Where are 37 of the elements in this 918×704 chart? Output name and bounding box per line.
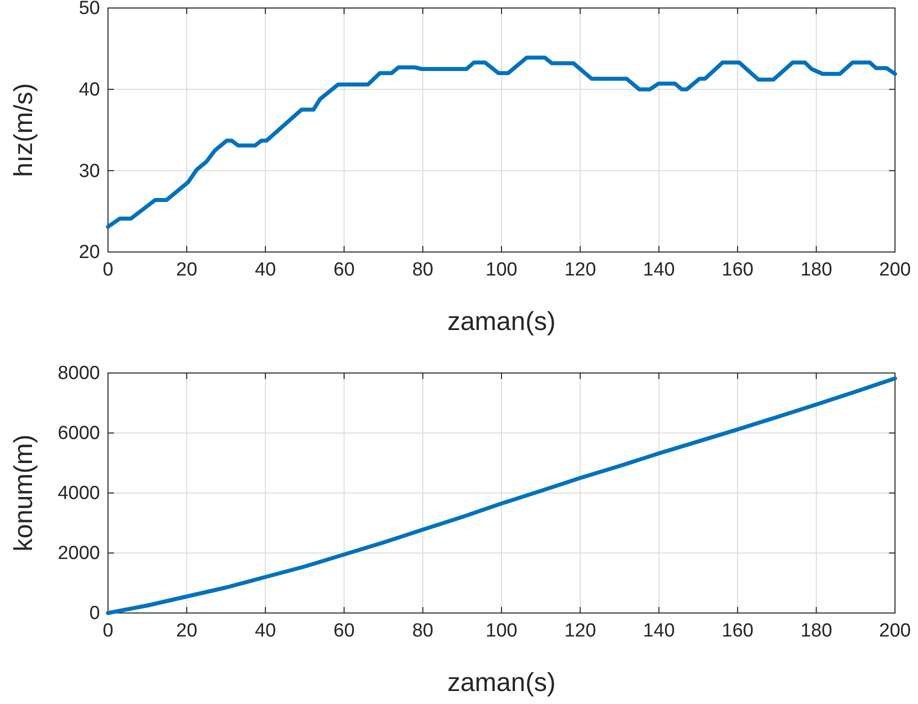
y-tick-label: 8000	[58, 363, 100, 384]
x-tick-label: 200	[879, 620, 911, 642]
x-tick-label: 160	[722, 259, 754, 280]
x-tick-label: 160	[722, 620, 754, 642]
x-tick-label: 120	[564, 259, 596, 280]
x-tick-label: 200	[879, 259, 911, 280]
x-tick-label: 20	[176, 620, 198, 642]
x-tick-label: 40	[254, 620, 276, 642]
y-tick-label: 40	[78, 79, 100, 100]
x-tick-label: 100	[486, 620, 518, 642]
x-axis-title: zaman(s)	[447, 667, 556, 697]
x-tick-label: 0	[102, 259, 114, 280]
x-tick-label: 180	[800, 620, 832, 642]
y-tick-label: 6000	[58, 423, 100, 444]
x-tick-label: 120	[564, 620, 596, 642]
y-tick-label: 4000	[58, 483, 100, 504]
x-tick-label: 40	[254, 259, 276, 280]
y-tick-label: 30	[78, 160, 100, 182]
y-tick-label: 0	[89, 603, 100, 624]
y-tick-label: 50	[78, 0, 100, 20]
y-tick-label: 20	[78, 242, 100, 264]
x-tick-label: 140	[643, 259, 675, 280]
x-tick-label: 60	[334, 259, 355, 280]
x-tick-label: 180	[800, 259, 832, 280]
x-tick-label: 60	[334, 620, 355, 642]
y-tick-label: 2000	[58, 543, 100, 564]
line-series	[106, 56, 897, 229]
x-tick-label: 140	[643, 620, 675, 642]
x-tick-label: 20	[176, 259, 198, 280]
x-tick-label: 80	[412, 259, 434, 280]
y-axis-title: hız(m/s)	[8, 83, 38, 177]
y-axis-title: konum(m)	[8, 434, 38, 552]
x-tick-label: 100	[486, 259, 518, 280]
x-axis-title: zaman(s)	[447, 306, 556, 336]
line-series	[106, 376, 897, 615]
x-tick-label: 80	[412, 620, 434, 642]
x-tick-label: 0	[102, 620, 114, 642]
